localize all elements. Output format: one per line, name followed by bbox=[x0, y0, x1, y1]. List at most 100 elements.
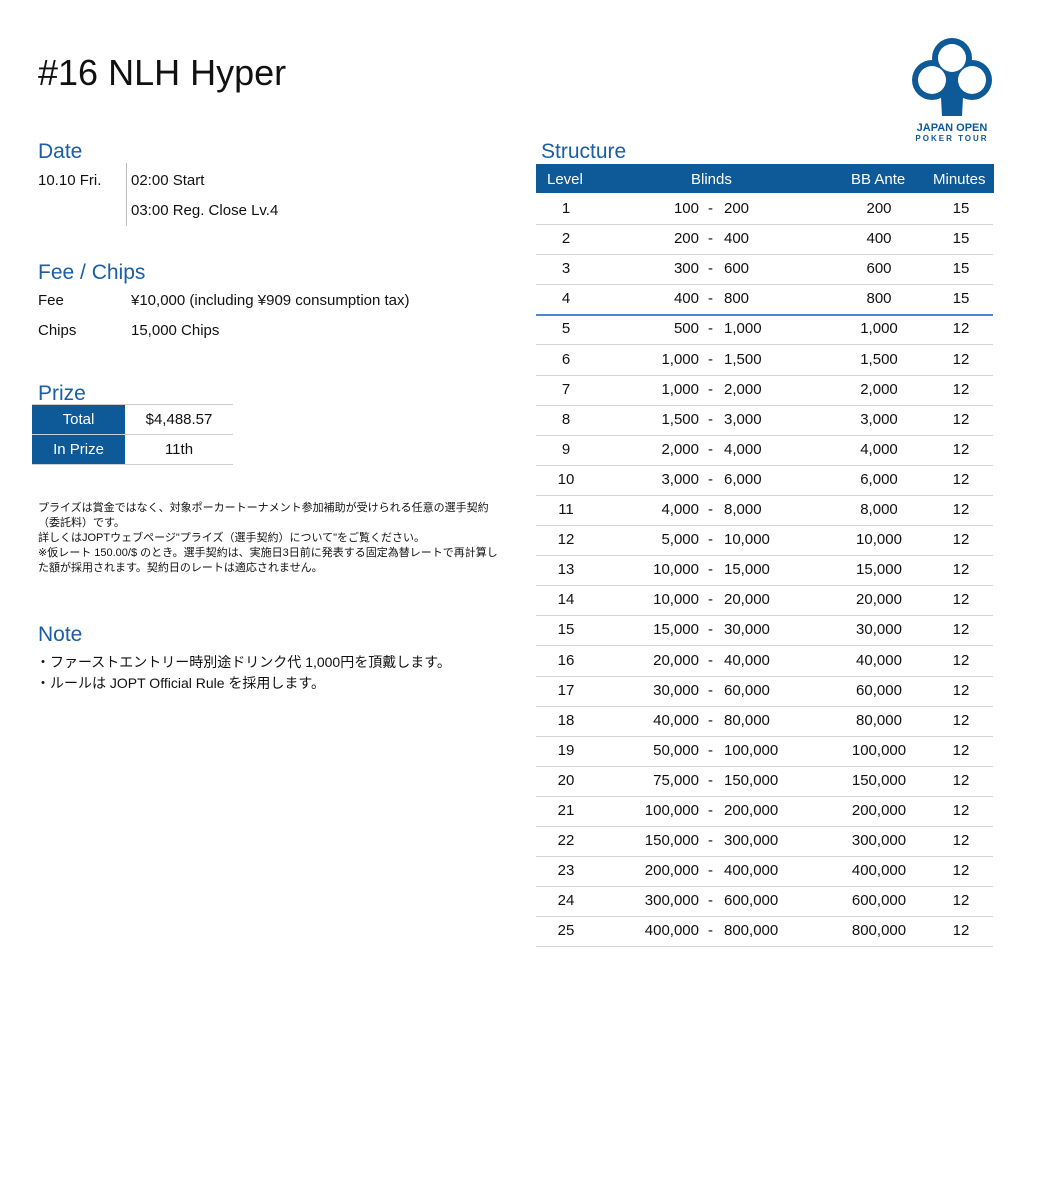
minutes: 15 bbox=[952, 200, 970, 217]
table-row: 20 75,000-150,000 150,000 12 bbox=[536, 766, 993, 797]
level: 1 bbox=[561, 200, 571, 217]
minutes: 12 bbox=[952, 681, 970, 699]
big-blind: 8,000 bbox=[724, 501, 762, 518]
big-blind: 600 bbox=[724, 260, 750, 278]
table-row: 21 100,000-200,000 200,000 12 bbox=[536, 796, 993, 827]
svg-text:+: + bbox=[949, 74, 955, 85]
level: 4 bbox=[561, 290, 571, 308]
bb-ante: 400,000 bbox=[851, 862, 907, 880]
big-blind: 200,000 bbox=[724, 802, 779, 819]
level: 13 bbox=[557, 561, 575, 579]
chips-value: 15,000 Chips bbox=[131, 322, 220, 339]
table-row: 10 3,000-6,000 6,000 12 bbox=[536, 465, 993, 496]
prize-disclaimer: プライズは賞金ではなく、対象ポーカートーナメント参加補助が受けられる任意の選手契… bbox=[38, 501, 498, 576]
bb-ante: 800 bbox=[866, 290, 892, 308]
col-minutes: Minutes bbox=[933, 171, 986, 188]
level: 5 bbox=[561, 320, 571, 338]
jopt-logo: + JAPAN OPEN POKER TOUR bbox=[910, 36, 994, 143]
start-time: 02:00 Start bbox=[131, 172, 205, 189]
minutes: 12 bbox=[952, 741, 970, 759]
minutes: 12 bbox=[952, 320, 970, 338]
date-day: 10.10 Fri. bbox=[38, 172, 102, 189]
table-row: 17 30,000-60,000 60,000 12 bbox=[536, 676, 993, 707]
small-blind: 3,000 bbox=[661, 470, 699, 488]
separator: - bbox=[708, 380, 713, 398]
small-blind: 10,000 bbox=[653, 591, 699, 609]
separator: - bbox=[708, 621, 713, 639]
table-row: 6 1,000-1,500 1,500 12 bbox=[536, 345, 993, 376]
minutes: 12 bbox=[952, 591, 970, 609]
small-blind: 75,000 bbox=[653, 771, 699, 789]
level: 24 bbox=[557, 892, 575, 910]
col-bb-ante: BB Ante bbox=[851, 171, 906, 188]
small-blind: 40,000 bbox=[653, 711, 699, 729]
bb-ante: 600,000 bbox=[851, 892, 907, 910]
minutes: 12 bbox=[952, 711, 970, 729]
level: 12 bbox=[557, 531, 575, 549]
table-row: 2 200-400 400 15 bbox=[536, 224, 993, 256]
big-blind: 20,000 bbox=[724, 591, 770, 609]
separator: - bbox=[708, 892, 713, 910]
table-row: 8 1,500-3,000 3,000 12 bbox=[536, 405, 993, 436]
table-row: 15 15,000-30,000 30,000 12 bbox=[536, 615, 993, 647]
minutes: 12 bbox=[952, 771, 970, 789]
level: 23 bbox=[557, 862, 575, 880]
bb-ante: 30,000 bbox=[856, 621, 902, 639]
separator: - bbox=[708, 651, 713, 669]
bb-ante: 600 bbox=[866, 260, 892, 278]
big-blind: 60,000 bbox=[724, 681, 770, 699]
minutes: 12 bbox=[952, 832, 970, 850]
divider bbox=[126, 163, 127, 226]
level: 17 bbox=[557, 681, 575, 699]
big-blind: 800,000 bbox=[724, 922, 779, 940]
table-row: 24 300,000-600,000 600,000 12 bbox=[536, 886, 993, 918]
structure-header: Level Blinds BB Ante Minutes bbox=[536, 164, 994, 193]
bb-ante: 200 bbox=[866, 200, 892, 217]
reg-close-time: 03:00 Reg. Close Lv.4 bbox=[131, 202, 279, 219]
level: 16 bbox=[557, 651, 575, 669]
small-blind: 10,000 bbox=[653, 561, 699, 579]
separator: - bbox=[708, 771, 713, 789]
minutes: 12 bbox=[952, 350, 970, 368]
prize-heading: Prize bbox=[38, 382, 86, 405]
level: 22 bbox=[557, 832, 575, 850]
small-blind: 30,000 bbox=[653, 681, 699, 699]
big-blind: 2,000 bbox=[724, 380, 762, 398]
level: 11 bbox=[558, 501, 574, 518]
table-row: 12 5,000-10,000 10,000 12 bbox=[536, 525, 993, 557]
in-prize-label: In Prize bbox=[32, 435, 125, 464]
table-row: 4 400-800 800 15 bbox=[536, 284, 993, 317]
fee-label: Fee bbox=[38, 292, 64, 309]
bb-ante: 80,000 bbox=[856, 711, 902, 729]
bb-ante: 40,000 bbox=[856, 651, 902, 669]
minutes: 12 bbox=[952, 802, 970, 819]
big-blind: 15,000 bbox=[724, 561, 770, 579]
separator: - bbox=[708, 320, 713, 338]
col-level: Level bbox=[547, 171, 583, 188]
level: 19 bbox=[557, 741, 575, 759]
note-heading: Note bbox=[38, 623, 83, 646]
separator: - bbox=[708, 531, 713, 549]
minutes: 15 bbox=[952, 260, 970, 278]
fee-chips-heading: Fee / Chips bbox=[38, 261, 146, 284]
fee-value: ¥10,000 (including ¥909 consumption tax) bbox=[131, 292, 410, 309]
separator: - bbox=[708, 591, 713, 609]
big-blind: 10,000 bbox=[724, 531, 770, 549]
table-row: 11 4,000-8,000 8,000 12 bbox=[536, 495, 993, 526]
bb-ante: 6,000 bbox=[860, 470, 898, 488]
small-blind: 2,000 bbox=[661, 440, 699, 458]
small-blind: 400,000 bbox=[644, 922, 699, 940]
total-value: $4,488.57 bbox=[145, 411, 213, 428]
small-blind: 400 bbox=[673, 290, 699, 308]
level: 6 bbox=[561, 350, 571, 368]
level: 21 bbox=[557, 802, 575, 819]
minutes: 12 bbox=[952, 561, 970, 579]
separator: - bbox=[708, 711, 713, 729]
disclaimer-line: プライズは賞金ではなく、対象ポーカートーナメント参加補助が受けられる任意の選手契… bbox=[38, 502, 489, 529]
big-blind: 600,000 bbox=[724, 892, 779, 910]
big-blind: 1,500 bbox=[724, 350, 762, 368]
big-blind: 30,000 bbox=[724, 621, 770, 639]
small-blind: 300 bbox=[673, 260, 699, 278]
big-blind: 100,000 bbox=[724, 741, 779, 759]
